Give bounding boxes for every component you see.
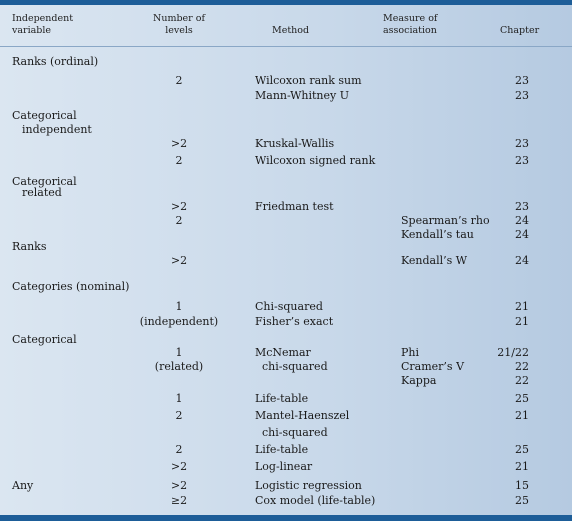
- cell-levels: 2: [175, 214, 183, 227]
- cell-chapter: 25: [515, 494, 529, 507]
- cell-chapter: 23: [515, 74, 529, 87]
- cell-method: Wilcoxon rank sum: [255, 74, 362, 87]
- cell-levels: 1: [175, 346, 183, 359]
- row-subgroup-label: related: [22, 186, 62, 199]
- cell-measure: Kendall’s W: [401, 254, 468, 267]
- cell-levels: ≥2: [170, 494, 188, 507]
- cell-levels: 2: [175, 74, 183, 87]
- row-subgroup-label: independent: [22, 123, 92, 136]
- row-group-label: Categories (nominal): [12, 280, 130, 293]
- cell-levels: >2: [170, 254, 188, 267]
- cell-method: Logistic regression: [255, 479, 362, 492]
- row-group-label: Categorical: [12, 175, 77, 188]
- header-independent-line1: Independent: [12, 13, 74, 24]
- cell-method: chi-squared: [255, 360, 328, 373]
- cell-method: Mann-Whitney U: [255, 89, 350, 102]
- cell-levels: >2: [170, 460, 188, 473]
- cell-method: Kruskal-Wallis: [255, 137, 335, 150]
- cell-method: Chi-squared: [255, 300, 323, 313]
- cell-chapter: 22: [515, 360, 529, 373]
- cell-levels: >2: [170, 137, 188, 150]
- bottom-border: [0, 515, 572, 521]
- cell-chapter: 15: [515, 479, 529, 492]
- header-levels-line1: Number of: [153, 13, 205, 24]
- cell-chapter: 24: [515, 214, 529, 227]
- row-group-label: Categorical: [12, 109, 77, 122]
- cell-method: Friedman test: [255, 200, 334, 213]
- cell-chapter: 23: [515, 89, 529, 102]
- cell-method: McNemar: [255, 346, 311, 359]
- cell-levels: >2: [170, 200, 188, 213]
- cell-levels: 2: [175, 409, 183, 422]
- cell-levels: 1: [175, 392, 183, 405]
- cell-levels: (related): [154, 360, 204, 373]
- cell-chapter: 24: [515, 254, 529, 267]
- header-independent-line2: variable: [12, 25, 52, 36]
- cell-measure: Kappa: [401, 374, 437, 387]
- cell-method: Cox model (life-table): [255, 494, 376, 507]
- cell-method: Log-linear: [255, 460, 313, 473]
- cell-levels: 1: [175, 300, 183, 313]
- cell-chapter: 21: [515, 409, 529, 422]
- cell-method: chi-squared: [255, 426, 328, 439]
- cell-chapter: 23: [515, 154, 529, 167]
- cell-chapter: 21/22: [497, 346, 529, 359]
- cell-method: Fisher’s exact: [255, 315, 334, 328]
- cell-levels: (independent): [139, 315, 219, 328]
- row-group-label: Ranks (ordinal): [12, 55, 99, 68]
- cell-measure: Kendall’s tau: [401, 228, 474, 241]
- cell-measure: Spearman’s rho: [401, 214, 490, 227]
- cell-measure: Cramer’s V: [401, 360, 465, 373]
- cell-chapter: 22: [515, 374, 529, 387]
- cell-chapter: 21: [515, 300, 529, 313]
- cell-levels: 2: [175, 443, 183, 456]
- cell-measure: Phi: [401, 346, 420, 359]
- header-measure-line2: association: [383, 25, 437, 36]
- row-group-label: Categorical: [12, 333, 77, 346]
- cell-method: Life-table: [255, 392, 309, 405]
- cell-method: Mantel-Haenszel: [255, 409, 350, 422]
- cell-chapter: 21: [515, 460, 529, 473]
- cell-chapter: 23: [515, 200, 529, 213]
- cell-chapter: 25: [515, 443, 529, 456]
- cell-method: Life-table: [255, 443, 309, 456]
- cell-levels: >2: [170, 479, 188, 492]
- cell-chapter: 23: [515, 137, 529, 150]
- cell-chapter: 24: [515, 228, 529, 241]
- header-levels-line2: levels: [165, 25, 193, 36]
- header-measure-line1: Measure of: [383, 13, 438, 24]
- cell-chapter: 21: [515, 315, 529, 328]
- header-method: Method: [272, 25, 310, 36]
- cell-levels: 2: [175, 154, 183, 167]
- top-border: [0, 0, 572, 5]
- row-group-label: Any: [12, 479, 34, 492]
- cell-chapter: 25: [515, 392, 529, 405]
- cell-method: Wilcoxon signed rank: [255, 154, 376, 167]
- header-rule: [0, 46, 572, 47]
- row-group-label: Ranks: [12, 240, 47, 253]
- header-chapter: Chapter: [500, 25, 540, 36]
